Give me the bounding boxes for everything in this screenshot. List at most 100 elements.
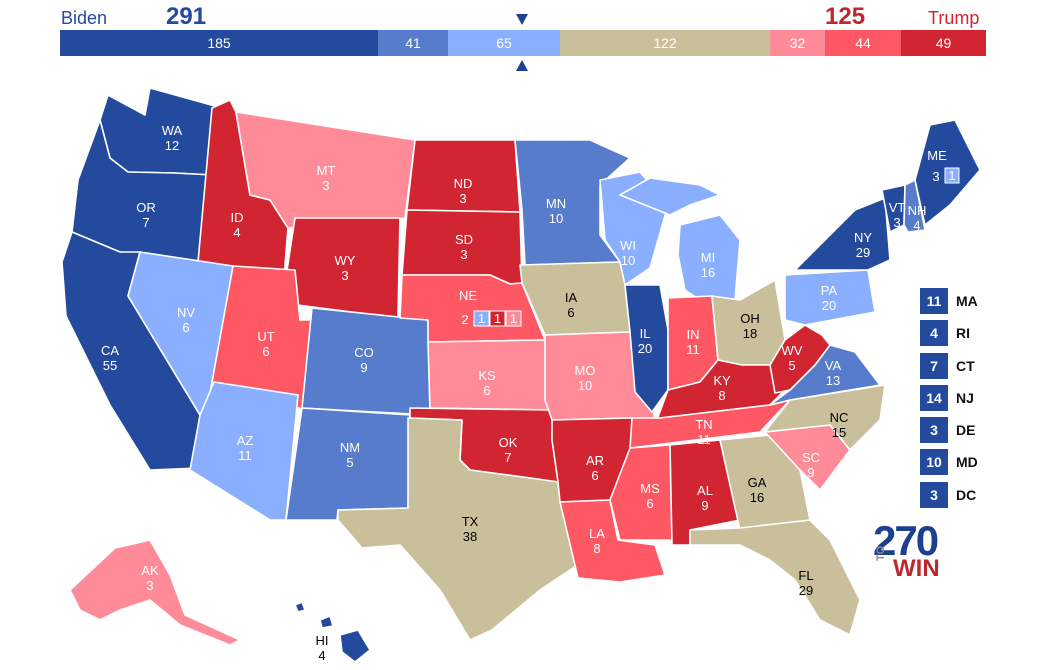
small-state-abbr-ri: RI [956,325,970,342]
state-ev-il: 20 [638,341,652,356]
me-district-1-label: 1 [948,168,955,183]
small-state-ct[interactable]: 7 CT [920,352,978,379]
state-ev-va: 13 [826,373,840,388]
state-ev-ca: 55 [103,358,117,373]
bar-value-likely-dem: 41 [405,35,421,51]
state-ev-ok: 7 [504,450,511,465]
small-state-dc[interactable]: 3 DC [920,481,978,508]
state-ev-fl: 29 [799,583,813,598]
logo-to: TO [875,545,887,561]
state-label-nd: ND [454,176,473,191]
small-state-ri[interactable]: 4 RI [920,320,978,347]
state-tx[interactable] [337,417,589,641]
state-label-ar: AR [586,453,604,468]
small-state-abbr-de: DE [956,422,976,439]
state-label-wv: WV [782,343,803,358]
state-label-ks: KS [478,368,496,383]
270towin-logo: 270 TO WIN [873,517,945,583]
dem-candidate-name: Biden [61,8,108,28]
state-ev-or: 7 [142,215,149,230]
state-ev-mo: 10 [578,378,592,393]
small-state-abbr-ct: CT [956,357,975,374]
state-mn[interactable] [514,139,631,266]
state-label-ak: AK [141,563,159,578]
state-ev-me: 3 [932,169,939,184]
small-state-de[interactable]: 3 DE [920,417,978,444]
state-label-va: VA [825,358,842,373]
state-label-ia: IA [565,290,578,305]
state-nc[interactable] [764,384,886,451]
state-label-nc: NC [830,410,849,425]
state-label-la: LA [589,526,605,541]
logo-win: WIN [893,555,940,582]
state-ev-ms: 6 [646,496,653,511]
state-az[interactable] [189,381,299,521]
state-ny[interactable] [794,197,891,271]
ne-district-2-box[interactable] [489,310,506,327]
state-wv[interactable] [769,324,831,394]
ne-district-3-box[interactable] [505,310,522,327]
small-state-abbr-dc: DC [956,486,977,503]
small-state-ma[interactable]: 11 MA [920,288,978,314]
state-nh[interactable] [903,179,926,233]
state-ev-sd: 3 [460,247,467,262]
state-fl[interactable] [689,519,861,636]
state-label-id: ID [231,210,244,225]
bar-segment-likely-rep[interactable]: 44 [825,30,901,56]
state-ev-oh: 18 [743,326,757,341]
state-label-al: AL [697,483,713,498]
state-label-fl: FL [798,568,813,583]
state-ev-az: 11 [238,448,252,463]
bar-value-tossup: 122 [653,35,677,51]
bar-segment-safe-rep[interactable]: 49 [901,30,986,56]
state-label-ky: KY [713,373,731,388]
state-label-az: AZ [237,433,254,448]
midpoint-arrow-down-icon [516,14,528,25]
logo-number: 270 [873,517,939,564]
bar-segment-safe-dem[interactable]: 185 [60,30,378,56]
state-label-mt: MT [317,163,336,178]
small-state-abbr-nj: NJ [956,389,974,406]
us-electoral-map: WA12OR7CA55ID4NV6MT3WY3UT6AZ11CO9NM5ND3S… [61,87,981,663]
state-label-tx: TX [462,514,479,529]
state-ga[interactable] [719,434,811,531]
small-state-md[interactable]: 10 MD [920,449,978,476]
bar-segment-lean-rep[interactable]: 32 [770,30,825,56]
small-state-abbr-ma: MA [956,293,978,309]
state-ev-in: 11 [686,342,700,357]
ne-district-1-box[interactable] [473,310,490,327]
state-ev-wv: 5 [788,358,795,373]
state-hi[interactable] [294,601,371,663]
state-ev-la: 8 [593,541,600,556]
state-ev-mi: 16 [701,265,715,280]
small-state-ev-dc: 3 [920,481,948,508]
rep-candidate-name: Trump [928,8,980,28]
state-ev-co: 9 [360,360,367,375]
state-label-ny: NY [854,230,872,245]
bar-value-likely-rep: 44 [855,35,871,51]
bar-segment-lean-dem[interactable]: 65 [448,30,560,56]
state-ev-ut: 6 [262,344,269,359]
state-ev-nv: 6 [182,320,189,335]
electoral-header: Biden 291 125 Trump 185 41 65 122 32 44 … [0,0,1050,80]
small-state-nj[interactable]: 14 NJ [920,384,978,411]
state-ev-ny: 29 [856,245,870,260]
state-ev-hi: 4 [318,648,325,663]
state-ev-ks: 6 [483,383,490,398]
bar-segment-tossup[interactable]: 122 [560,30,770,56]
state-ev-nm: 5 [346,455,353,470]
state-il[interactable] [624,284,669,413]
state-label-oh: OH [740,311,760,326]
state-label-sc: SC [802,450,820,465]
electoral-vote-bar: 185 41 65 122 32 44 49 [60,30,986,56]
me-district-1-box[interactable] [944,167,960,184]
state-label-ca: CA [101,343,119,358]
bar-segment-likely-dem[interactable]: 41 [378,30,448,56]
state-ev-ia: 6 [567,305,574,320]
state-label-nm: NM [340,440,360,455]
state-ak[interactable] [69,539,241,646]
small-state-ev-ct: 7 [920,352,948,379]
state-pa[interactable] [784,269,876,326]
bar-value-lean-rep: 32 [789,35,806,51]
state-label-hi: HI [316,633,329,648]
